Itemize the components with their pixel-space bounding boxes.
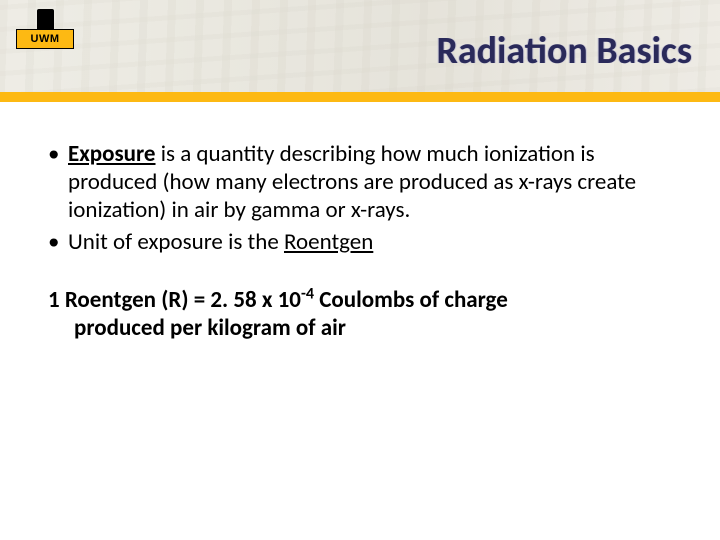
bullet-item-exposure: Exposure is a quantity describing how mu…	[48, 140, 672, 224]
equation-roentgen: 1 Roentgen (R) = 2. 58 x 10-4 Coulombs o…	[48, 286, 672, 342]
logo-text: UWM	[31, 33, 60, 45]
gold-divider-bar	[0, 92, 720, 102]
equation-part1: 1 Roentgen (R) = 2. 58 x 10	[48, 286, 301, 314]
logo-panther-icon	[37, 9, 54, 29]
page-title: Radiation Basics	[436, 28, 692, 74]
equation-part2: Coulombs of charge	[314, 286, 508, 314]
bullet-item-unit: Unit of exposure is the Roentgen	[48, 228, 672, 256]
bullet2-lead: Unit of exposure is the	[68, 228, 284, 256]
uwm-logo: UWM	[16, 9, 74, 49]
term-roentgen: Roentgen	[284, 228, 373, 256]
logo-box: UWM	[16, 29, 74, 49]
term-exposure: Exposure	[68, 140, 156, 168]
slide-content: Exposure is a quantity describing how mu…	[48, 140, 672, 342]
equation-exponent: -4	[301, 285, 314, 304]
equation-line2: produced per kilogram of air	[48, 314, 672, 342]
